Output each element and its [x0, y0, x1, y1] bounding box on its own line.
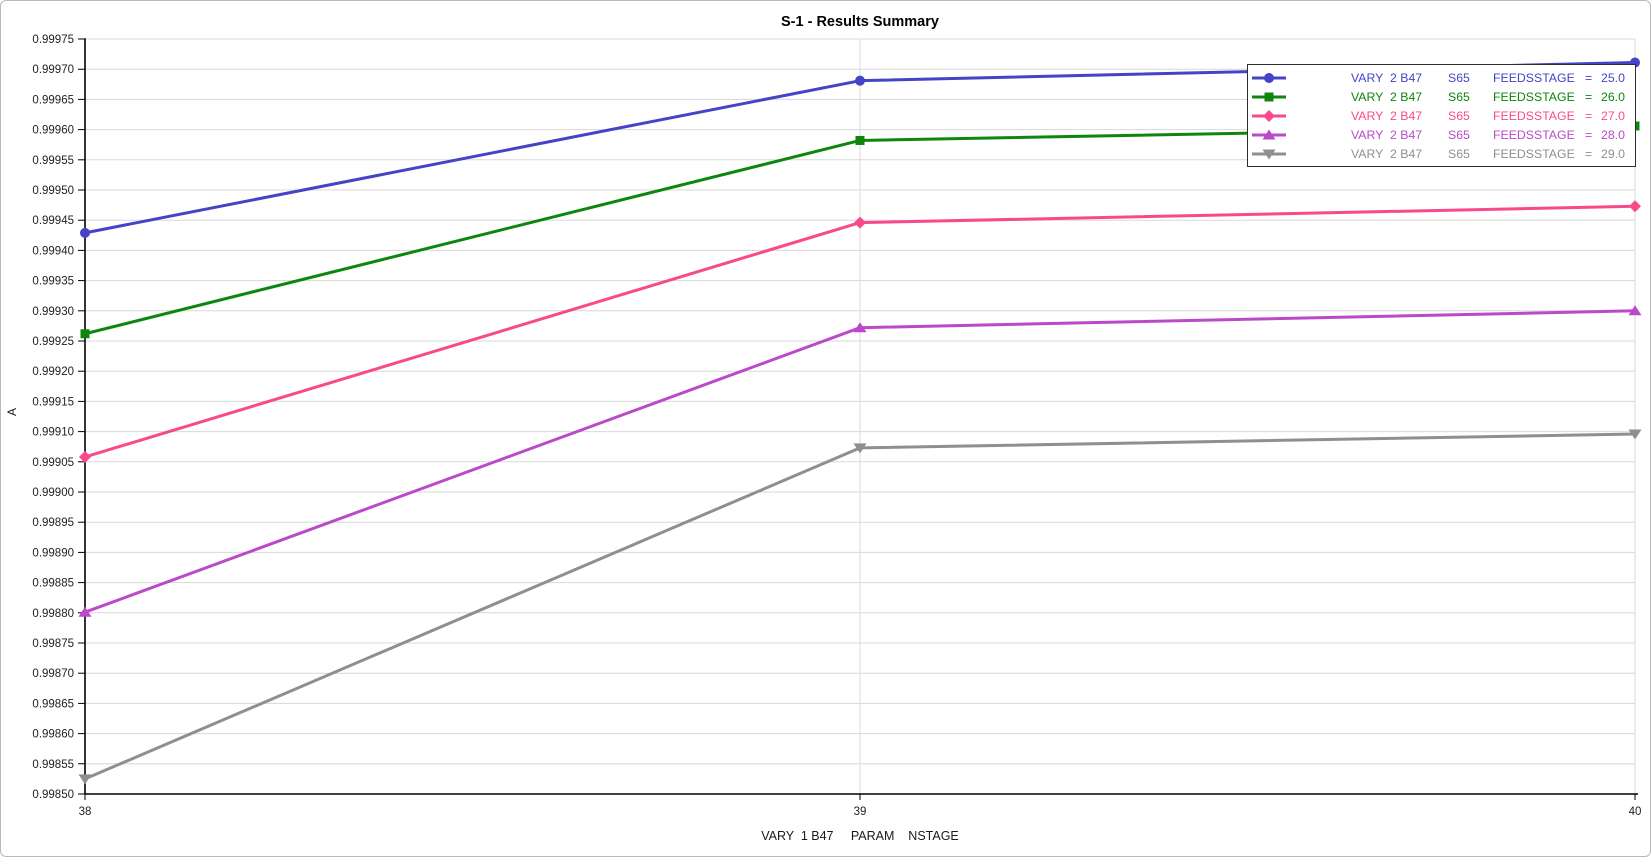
y-tick-label: 0.99865 [32, 698, 74, 710]
legend-marker-cell [1248, 71, 1351, 85]
legend-label: VARY [1351, 70, 1384, 85]
y-tick-label: 0.99940 [32, 245, 74, 257]
legend-label: FEEDSSTAGE [1493, 127, 1575, 142]
legend-marker-cell [1248, 147, 1351, 161]
y-tick-label: 0.99860 [32, 729, 74, 741]
y-tick-label: 0.99970 [32, 64, 74, 76]
legend-label: S65 [1448, 127, 1470, 142]
y-tick-label: 0.99885 [32, 578, 74, 590]
legend-label: 2 B47 [1390, 127, 1423, 142]
legend-item-feedsstage-26: VARY 2 B47 S65 FEEDSSTAGE = 26.0 [1248, 87, 1635, 106]
legend-marker-icon [1252, 72, 1286, 83]
legend-label: S65 [1448, 70, 1470, 85]
legend-marker-icon [1252, 149, 1286, 159]
legend-label: S65 [1448, 89, 1470, 104]
legend-label: 2 B47 [1390, 146, 1423, 161]
legend-marker-cell [1248, 109, 1351, 123]
legend-label: FEEDSSTAGE [1493, 108, 1575, 123]
y-tick-label: 0.99945 [32, 215, 74, 227]
y-axis-ticks: 0.99850 0.99855 0.99860 0.99865 0.99870 0.998… [32, 34, 85, 801]
y-tick-label: 0.99925 [32, 336, 74, 348]
legend-label: VARY [1351, 146, 1384, 161]
y-tick-label: 0.99930 [32, 306, 74, 318]
legend-item-feedsstage-25: VARY 2 B47 S65 FEEDSSTAGE = 25.0 [1248, 68, 1635, 87]
legend-marker-icon [1252, 109, 1286, 122]
legend-item-feedsstage-27: VARY 2 B47 S65 FEEDSSTAGE = 27.0 [1248, 106, 1635, 125]
y-tick-label: 0.99950 [32, 185, 74, 197]
legend-marker-cell [1248, 90, 1351, 104]
axes [84, 38, 1638, 795]
y-tick-label: 0.99915 [32, 396, 74, 408]
legend-label: 2 B47 [1390, 108, 1423, 123]
y-tick-label: 0.99895 [32, 517, 74, 529]
x-axis-ticks: 38 39 40 [79, 794, 1642, 818]
y-tick-label: 0.99920 [32, 366, 74, 378]
y-tick-label: 0.99850 [32, 789, 74, 801]
legend-item-feedsstage-28: VARY 2 B47 S65 FEEDSSTAGE = 28.0 [1248, 125, 1635, 144]
legend-label: = [1585, 108, 1593, 123]
series-feedsstage-27 [79, 200, 1641, 463]
legend-label: S65 [1448, 108, 1470, 123]
y-tick-label: 0.99875 [32, 638, 74, 650]
legend-label: 26.0 [1601, 89, 1625, 104]
y-tick-label: 0.99870 [32, 668, 74, 680]
chart-title: S-1 - Results Summary [781, 14, 939, 30]
y-tick-label: 0.99960 [32, 125, 74, 137]
legend-label: FEEDSSTAGE [1493, 70, 1575, 85]
y-tick-label: 0.99890 [32, 547, 74, 559]
legend-label: VARY [1351, 89, 1384, 104]
y-tick-label: 0.99955 [32, 155, 74, 167]
series-feedsstage-29 [78, 429, 1642, 785]
legend-marker-icon [1252, 129, 1286, 139]
y-tick-label: 0.99910 [32, 427, 74, 439]
legend-label: VARY [1351, 127, 1384, 142]
y-tick-label: 0.99975 [32, 34, 74, 46]
legend-label: 2 B47 [1390, 70, 1423, 85]
x-tick-label: 38 [79, 806, 92, 818]
legend-label: 2 B47 [1390, 89, 1423, 104]
x-tick-label: 39 [854, 806, 867, 818]
legend-marker-cell [1248, 128, 1351, 142]
legend-label: = [1585, 89, 1593, 104]
legend-label: = [1585, 127, 1593, 142]
legend-label: FEEDSSTAGE [1493, 89, 1575, 104]
series-feedsstage-28 [78, 305, 1642, 617]
x-tick-label: 40 [1629, 806, 1642, 818]
legend-label: 29.0 [1601, 146, 1625, 161]
legend-label: 28.0 [1601, 127, 1625, 142]
y-tick-label: 0.99905 [32, 457, 74, 469]
legend-marker-icon [1252, 92, 1286, 101]
legend-label: VARY [1351, 108, 1384, 123]
legend-label: 25.0 [1601, 70, 1625, 85]
legend: VARY 2 B47 S65 FEEDSSTAGE = 25.0 VARY 2 B47 S65 F… [1247, 64, 1636, 167]
y-tick-label: 0.99935 [32, 276, 74, 288]
legend-label: S65 [1448, 146, 1470, 161]
legend-label: = [1585, 146, 1593, 161]
legend-label: = [1585, 70, 1593, 85]
legend-label: 27.0 [1601, 108, 1625, 123]
legend-label: FEEDSSTAGE [1493, 146, 1575, 161]
y-tick-label: 0.99965 [32, 94, 74, 106]
y-tick-label: 0.99880 [32, 608, 74, 620]
y-tick-label: 0.99900 [32, 487, 74, 499]
y-tick-label: 0.99855 [32, 759, 74, 771]
legend-item-feedsstage-29: VARY 2 B47 S65 FEEDSSTAGE = 29.0 [1248, 144, 1635, 163]
x-axis-label: VARY 1 B47 PARAM NSTAGE [761, 829, 959, 843]
